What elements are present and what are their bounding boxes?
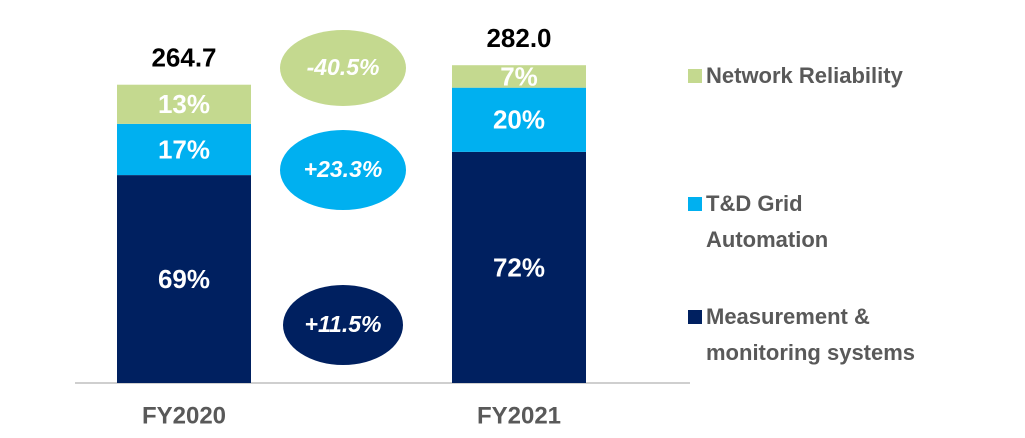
bar-segment xyxy=(452,65,586,88)
change-label: -40.5% xyxy=(307,54,380,80)
legend-label: Network Reliability xyxy=(706,63,903,88)
change-label: +23.3% xyxy=(304,156,383,182)
legend-item: T&D Grid Automation xyxy=(688,186,1018,258)
data-label: 13% xyxy=(158,89,210,119)
data-label: 72% xyxy=(493,252,545,282)
bar-segment xyxy=(452,151,586,383)
change-bubble xyxy=(283,285,403,365)
legend-label: T&D Grid Automation xyxy=(706,191,829,252)
total-label: 282.0 xyxy=(486,23,551,53)
bar-segment xyxy=(452,87,586,152)
change-bubble xyxy=(280,130,406,210)
legend-label: Measurement & monitoring systems xyxy=(706,304,916,365)
legend-swatch xyxy=(688,197,702,211)
bar-segment xyxy=(117,123,251,176)
change-label: +11.5% xyxy=(305,311,382,337)
data-label: 69% xyxy=(158,264,210,294)
change-bubble xyxy=(280,30,406,106)
data-label: 17% xyxy=(158,134,210,164)
total-label: 264.7 xyxy=(151,43,216,73)
data-label: 20% xyxy=(493,105,545,135)
legend-swatch xyxy=(688,69,702,83)
data-label: 7% xyxy=(500,61,538,91)
legend-swatch xyxy=(688,310,702,324)
x-tick-label: FY2020 xyxy=(142,402,226,429)
legend-item: Network Reliability xyxy=(688,58,1018,94)
bar-segment xyxy=(117,84,251,124)
bar-segment xyxy=(117,175,251,383)
x-tick-label: FY2021 xyxy=(477,402,561,429)
legend-item: Measurement & monitoring systems xyxy=(688,299,1018,371)
